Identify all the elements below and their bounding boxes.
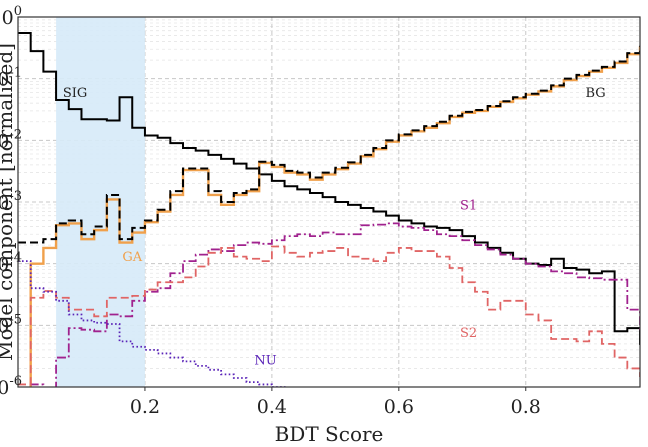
annotation-nu: NU <box>254 354 276 369</box>
y-tick-exponent: -6 <box>9 374 22 389</box>
y-tick-base: 10 <box>0 315 9 337</box>
x-tick-labels: 0.2 0.4 0.6 0.8 <box>130 387 541 418</box>
y-tick-base: 10 <box>0 377 9 399</box>
y-tick-label: 10-1 <box>0 66 22 91</box>
y-tick-label: 100 <box>0 4 22 29</box>
y-tick-exponent: 0 <box>14 4 22 19</box>
x-axis-label: BDT Score <box>275 422 384 446</box>
y-tick-base: 10 <box>0 130 9 152</box>
y-tick-exponent: -4 <box>9 251 22 266</box>
y-tick-exponent: -2 <box>9 127 22 142</box>
y-tick-base: 10 <box>0 69 9 91</box>
series-s2-line <box>18 245 640 386</box>
series-s1-line <box>29 222 640 387</box>
annotation-ga: GA <box>122 250 142 265</box>
y-tick-base: 10 <box>0 7 14 29</box>
annotation-sig: SIG <box>63 86 87 101</box>
y-tick-label: 10-2 <box>0 127 22 152</box>
annotation-s1: S1 <box>460 199 477 214</box>
series-annotations: SIG BG GA S1 S2 NU <box>63 86 606 368</box>
x-tick-label: 0.4 <box>257 396 287 418</box>
plot-frame <box>17 16 641 388</box>
y-tick-base: 10 <box>0 254 9 276</box>
highlight-band <box>56 17 145 387</box>
series-lines <box>18 32 640 387</box>
series-sig-line <box>18 32 640 345</box>
y-tick-exponent: -3 <box>9 189 22 204</box>
y-tick-label: 10-6 <box>0 374 22 399</box>
y-tick-label: 10-3 <box>0 189 22 214</box>
y-axis-label: Model component [normalized] <box>0 43 17 361</box>
y-tick-labels: 10010-110-210-310-410-510-6 <box>0 4 22 399</box>
y-tick-exponent: -1 <box>9 66 22 81</box>
y-tick-label: 10-5 <box>0 312 22 337</box>
y-tick-exponent: -5 <box>9 312 22 327</box>
annotation-s2: S2 <box>460 326 477 341</box>
x-tick-label: 0.8 <box>511 396 541 418</box>
shaded-region <box>56 17 145 387</box>
y-tick-base: 10 <box>0 192 9 214</box>
x-tick-label: 0.2 <box>130 396 160 418</box>
y-tick-label: 10-4 <box>0 251 22 276</box>
annotation-bg: BG <box>585 86 605 101</box>
x-tick-label: 0.6 <box>384 396 414 418</box>
series-bg-line <box>18 45 640 244</box>
